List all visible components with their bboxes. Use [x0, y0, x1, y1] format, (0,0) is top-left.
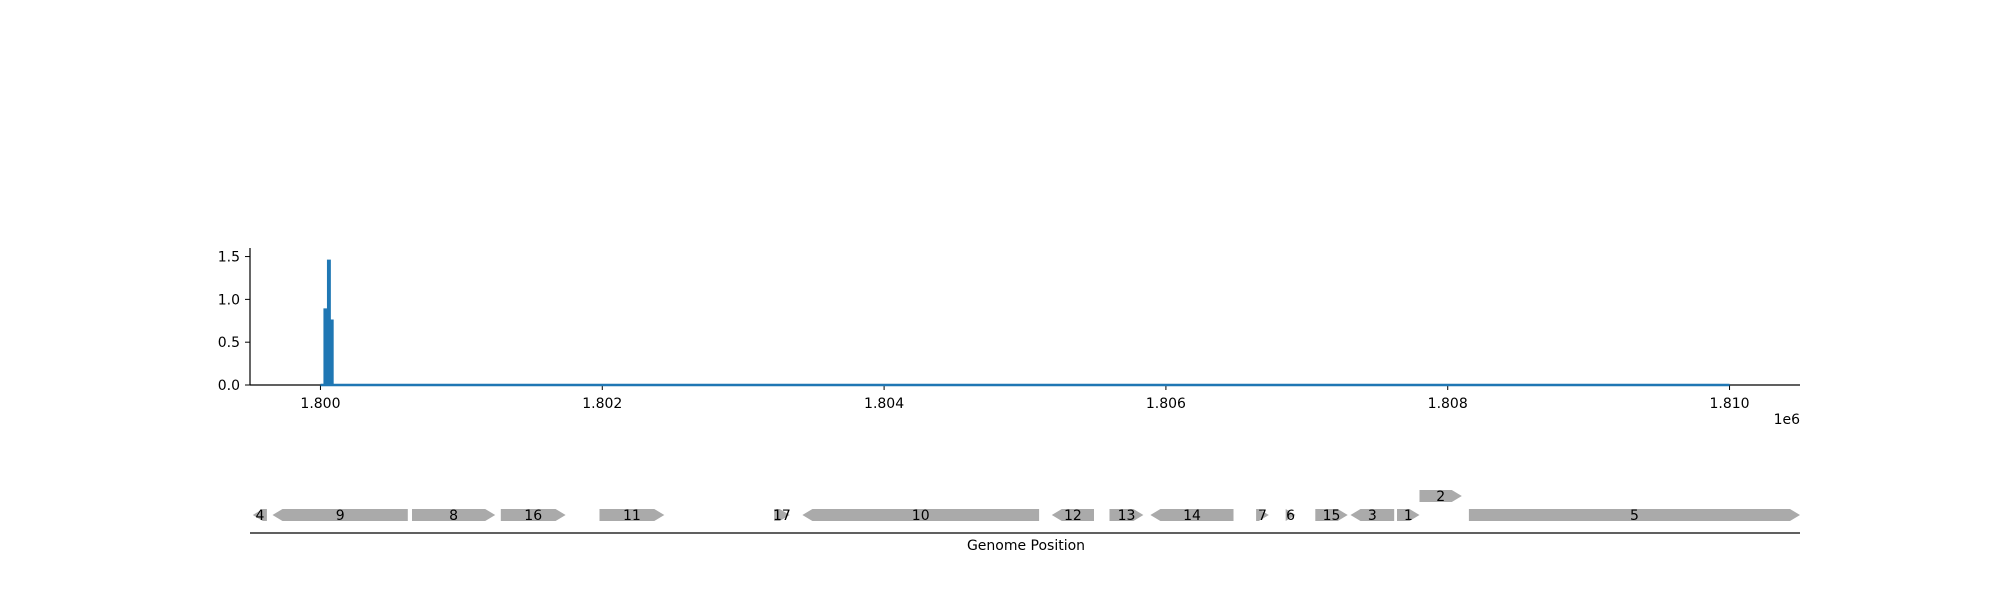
gene-arrow	[1285, 509, 1296, 521]
y-tick-label: 1.5	[218, 250, 240, 266]
gene-label: 6	[1286, 508, 1295, 524]
gene-arrow	[774, 509, 790, 521]
gene-arrow	[802, 509, 1040, 521]
y-tick-label: 0.0	[218, 378, 240, 394]
gene-arrow	[1109, 509, 1144, 521]
gene-arrow	[1350, 509, 1395, 521]
gene-arrow	[1468, 509, 1800, 521]
x-tick-label: 1.810	[1709, 396, 1749, 412]
x-tick-label: 1.804	[864, 396, 904, 412]
gene-label: 7	[1258, 508, 1267, 524]
gene-arrow	[272, 509, 408, 521]
gene-arrow	[412, 509, 496, 521]
gene-arrow	[1419, 490, 1462, 502]
gene-arrow	[500, 509, 566, 521]
x-offset-label: 1e6	[1774, 412, 1801, 428]
x-tick-label: 1.806	[1146, 396, 1186, 412]
gene-arrow	[1150, 509, 1234, 521]
gene-label: 1	[1404, 508, 1413, 524]
gene-label: 17	[773, 508, 791, 524]
gene-label: 3	[1368, 508, 1377, 524]
gene-label: 4	[255, 508, 264, 524]
gene-arrow	[1256, 509, 1269, 521]
x-axis-title: Genome Position	[967, 538, 1085, 554]
gene-arrow	[252, 509, 267, 521]
gene-arrow	[1051, 509, 1094, 521]
gene-label: 10	[912, 508, 930, 524]
gene-label: 8	[449, 508, 458, 524]
gene-arrow	[599, 509, 665, 521]
x-tick-label: 1.808	[1428, 396, 1468, 412]
gene-label: 13	[1118, 508, 1136, 524]
x-tick-label: 1.802	[582, 396, 622, 412]
coverage-plot: 0.0 0.5 1.0 1.5 1.800 1.802 1.804 1.806 1.808 1.8…	[218, 248, 1800, 412]
y-tick-label: 1.0	[218, 292, 240, 308]
gene-arrow	[1315, 509, 1348, 521]
coverage-series-line	[320, 259, 1730, 387]
gene-label: 15	[1323, 508, 1341, 524]
gene-label: 14	[1183, 508, 1201, 524]
gene-label: 16	[524, 508, 542, 524]
gene-label: 2	[1436, 489, 1445, 505]
gene-track: 4 9 8 16 11 17 10 12 13 14 7 6 15 3 125	[250, 489, 1800, 534]
gene-label: 5	[1630, 508, 1639, 524]
gene-label: 12	[1064, 508, 1082, 524]
x-tick-label: 1.800	[300, 396, 340, 412]
gene-label: 9	[336, 508, 345, 524]
gene-arrow	[1397, 509, 1420, 521]
y-tick-label: 0.5	[218, 335, 240, 351]
gene-label: 11	[623, 508, 641, 524]
